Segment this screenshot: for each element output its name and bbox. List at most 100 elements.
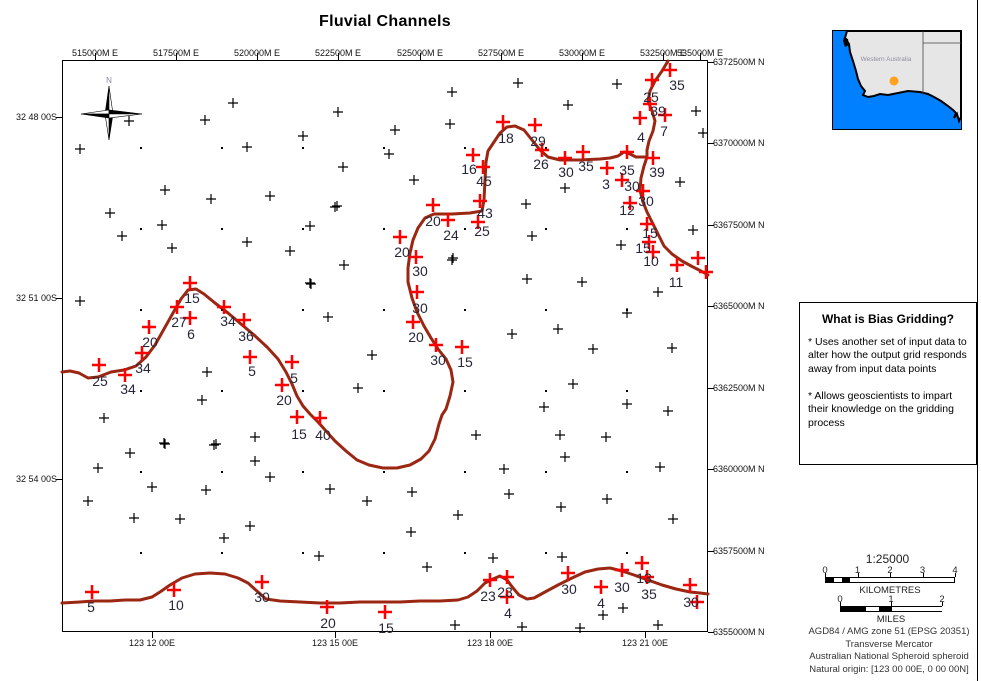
km-number: 2 <box>887 565 893 576</box>
station-value: 29 <box>530 133 546 149</box>
axis-tick-top <box>582 53 583 60</box>
axis-label-bottom: 123 15 00E <box>311 638 359 648</box>
station-plus <box>409 250 423 264</box>
station-plus <box>466 148 480 162</box>
station-value: 23 <box>480 588 496 604</box>
info-box: What is Bias Gridding? * Uses another se… <box>799 302 977 465</box>
data-point-plus <box>560 183 570 193</box>
data-point-plus <box>447 255 457 265</box>
km-tick <box>955 573 956 577</box>
data-point-plus <box>406 527 416 537</box>
grid-dot <box>302 228 304 230</box>
axis-label-top: 520000M E <box>233 48 281 58</box>
kilometres-bar <box>825 577 955 583</box>
channel-polyline <box>638 155 710 277</box>
station-plus <box>528 118 542 132</box>
data-point-plus <box>445 119 455 129</box>
axis-label-top: 525000M E <box>396 48 444 58</box>
station-plus <box>393 230 407 244</box>
station-plus <box>406 315 420 329</box>
station-value: 35 <box>619 162 635 178</box>
station-value: 30 <box>430 352 446 368</box>
grid-dot <box>464 147 466 149</box>
grid-dot <box>383 552 385 554</box>
station-plus <box>135 346 149 360</box>
axis-tick-bottom <box>152 632 153 638</box>
station-value: 25 <box>474 223 490 239</box>
data-point-plus <box>513 78 523 88</box>
grid-dot <box>140 390 142 392</box>
station-value: 20 <box>408 329 424 345</box>
axis-label-top: 532500M E <box>639 48 687 58</box>
axis-tick-top <box>501 53 502 60</box>
mile-number: 1 <box>888 594 894 605</box>
data-point-plus <box>504 489 514 499</box>
channel-polyline <box>645 59 670 159</box>
data-point-plus <box>202 367 212 377</box>
data-point-plus <box>160 185 170 195</box>
data-point-plus <box>339 260 349 270</box>
station-value: 39 <box>649 164 665 180</box>
scale-bar-area: 1:25000 0 1 2 3 4 KILOMETRES 0 1 2 MILES <box>800 550 975 680</box>
station-plus <box>313 411 327 425</box>
grid-dot <box>302 147 304 149</box>
inset-location-dot <box>889 76 899 86</box>
station-value: 25 <box>92 373 108 389</box>
data-point-plus <box>588 344 598 354</box>
data-point-plus <box>157 220 167 230</box>
data-point-plus <box>367 350 377 360</box>
station-value: 7 <box>660 123 668 139</box>
projection-line-4: Natural origin: [123 00 00E, 0 00 00N] <box>809 663 969 675</box>
station-plus <box>92 358 106 372</box>
axis-tick-top <box>700 53 701 60</box>
station-value: 25 <box>643 89 659 105</box>
grid-dot <box>626 228 628 230</box>
station-plus <box>471 215 485 229</box>
data-point-plus <box>688 225 698 235</box>
station-plus <box>643 97 657 111</box>
data-point-plus <box>612 79 622 89</box>
mile-bar-segment <box>841 607 866 611</box>
axis-label-right: 6365000M N <box>713 301 765 311</box>
station-value: 12 <box>619 202 635 218</box>
station-plus <box>633 111 647 125</box>
station-plus <box>615 173 629 187</box>
data-point-plus <box>577 277 587 287</box>
grid-dot <box>140 471 142 473</box>
station-value: 30 <box>624 178 640 194</box>
data-point-plus <box>99 413 109 423</box>
axis-label-left: 32 54 00S <box>15 474 57 484</box>
data-point-plus <box>325 484 335 494</box>
data-point-plus <box>655 462 665 472</box>
station-plus <box>636 184 650 198</box>
station-plus <box>320 600 334 614</box>
station-plus <box>658 108 672 122</box>
axis-tick-right <box>708 469 714 470</box>
data-point-plus <box>200 115 210 125</box>
station-value: 6 <box>187 326 195 342</box>
mile-bar-segment <box>879 607 892 611</box>
locator-inset-map: Western Australia <box>832 30 962 130</box>
data-point-plus <box>330 202 340 212</box>
station-plus <box>500 570 514 584</box>
station-value: 30 <box>412 263 428 279</box>
channel-lines <box>60 59 710 605</box>
axis-tick-top <box>176 53 177 60</box>
station-plus <box>142 320 156 334</box>
projection-line-2: Transverse Mercator <box>845 638 933 650</box>
north-arrow-letter: N <box>106 76 112 85</box>
mile-tick <box>942 602 943 606</box>
data-point-plus <box>362 496 372 506</box>
station-value: 34 <box>220 313 236 329</box>
info-box-paragraph-2: * Allows geoscientists to impart their k… <box>808 389 954 429</box>
axis-tick-bottom <box>490 632 491 638</box>
km-bar-segment <box>842 578 851 582</box>
grid-dot <box>302 471 304 473</box>
station-markers <box>85 63 713 619</box>
axis-label-right: 6362500M N <box>713 383 765 393</box>
station-plus <box>410 285 424 299</box>
data-point-plus <box>568 379 578 389</box>
station-plus <box>558 151 572 165</box>
axis-label-right: 6367500M N <box>713 220 765 230</box>
